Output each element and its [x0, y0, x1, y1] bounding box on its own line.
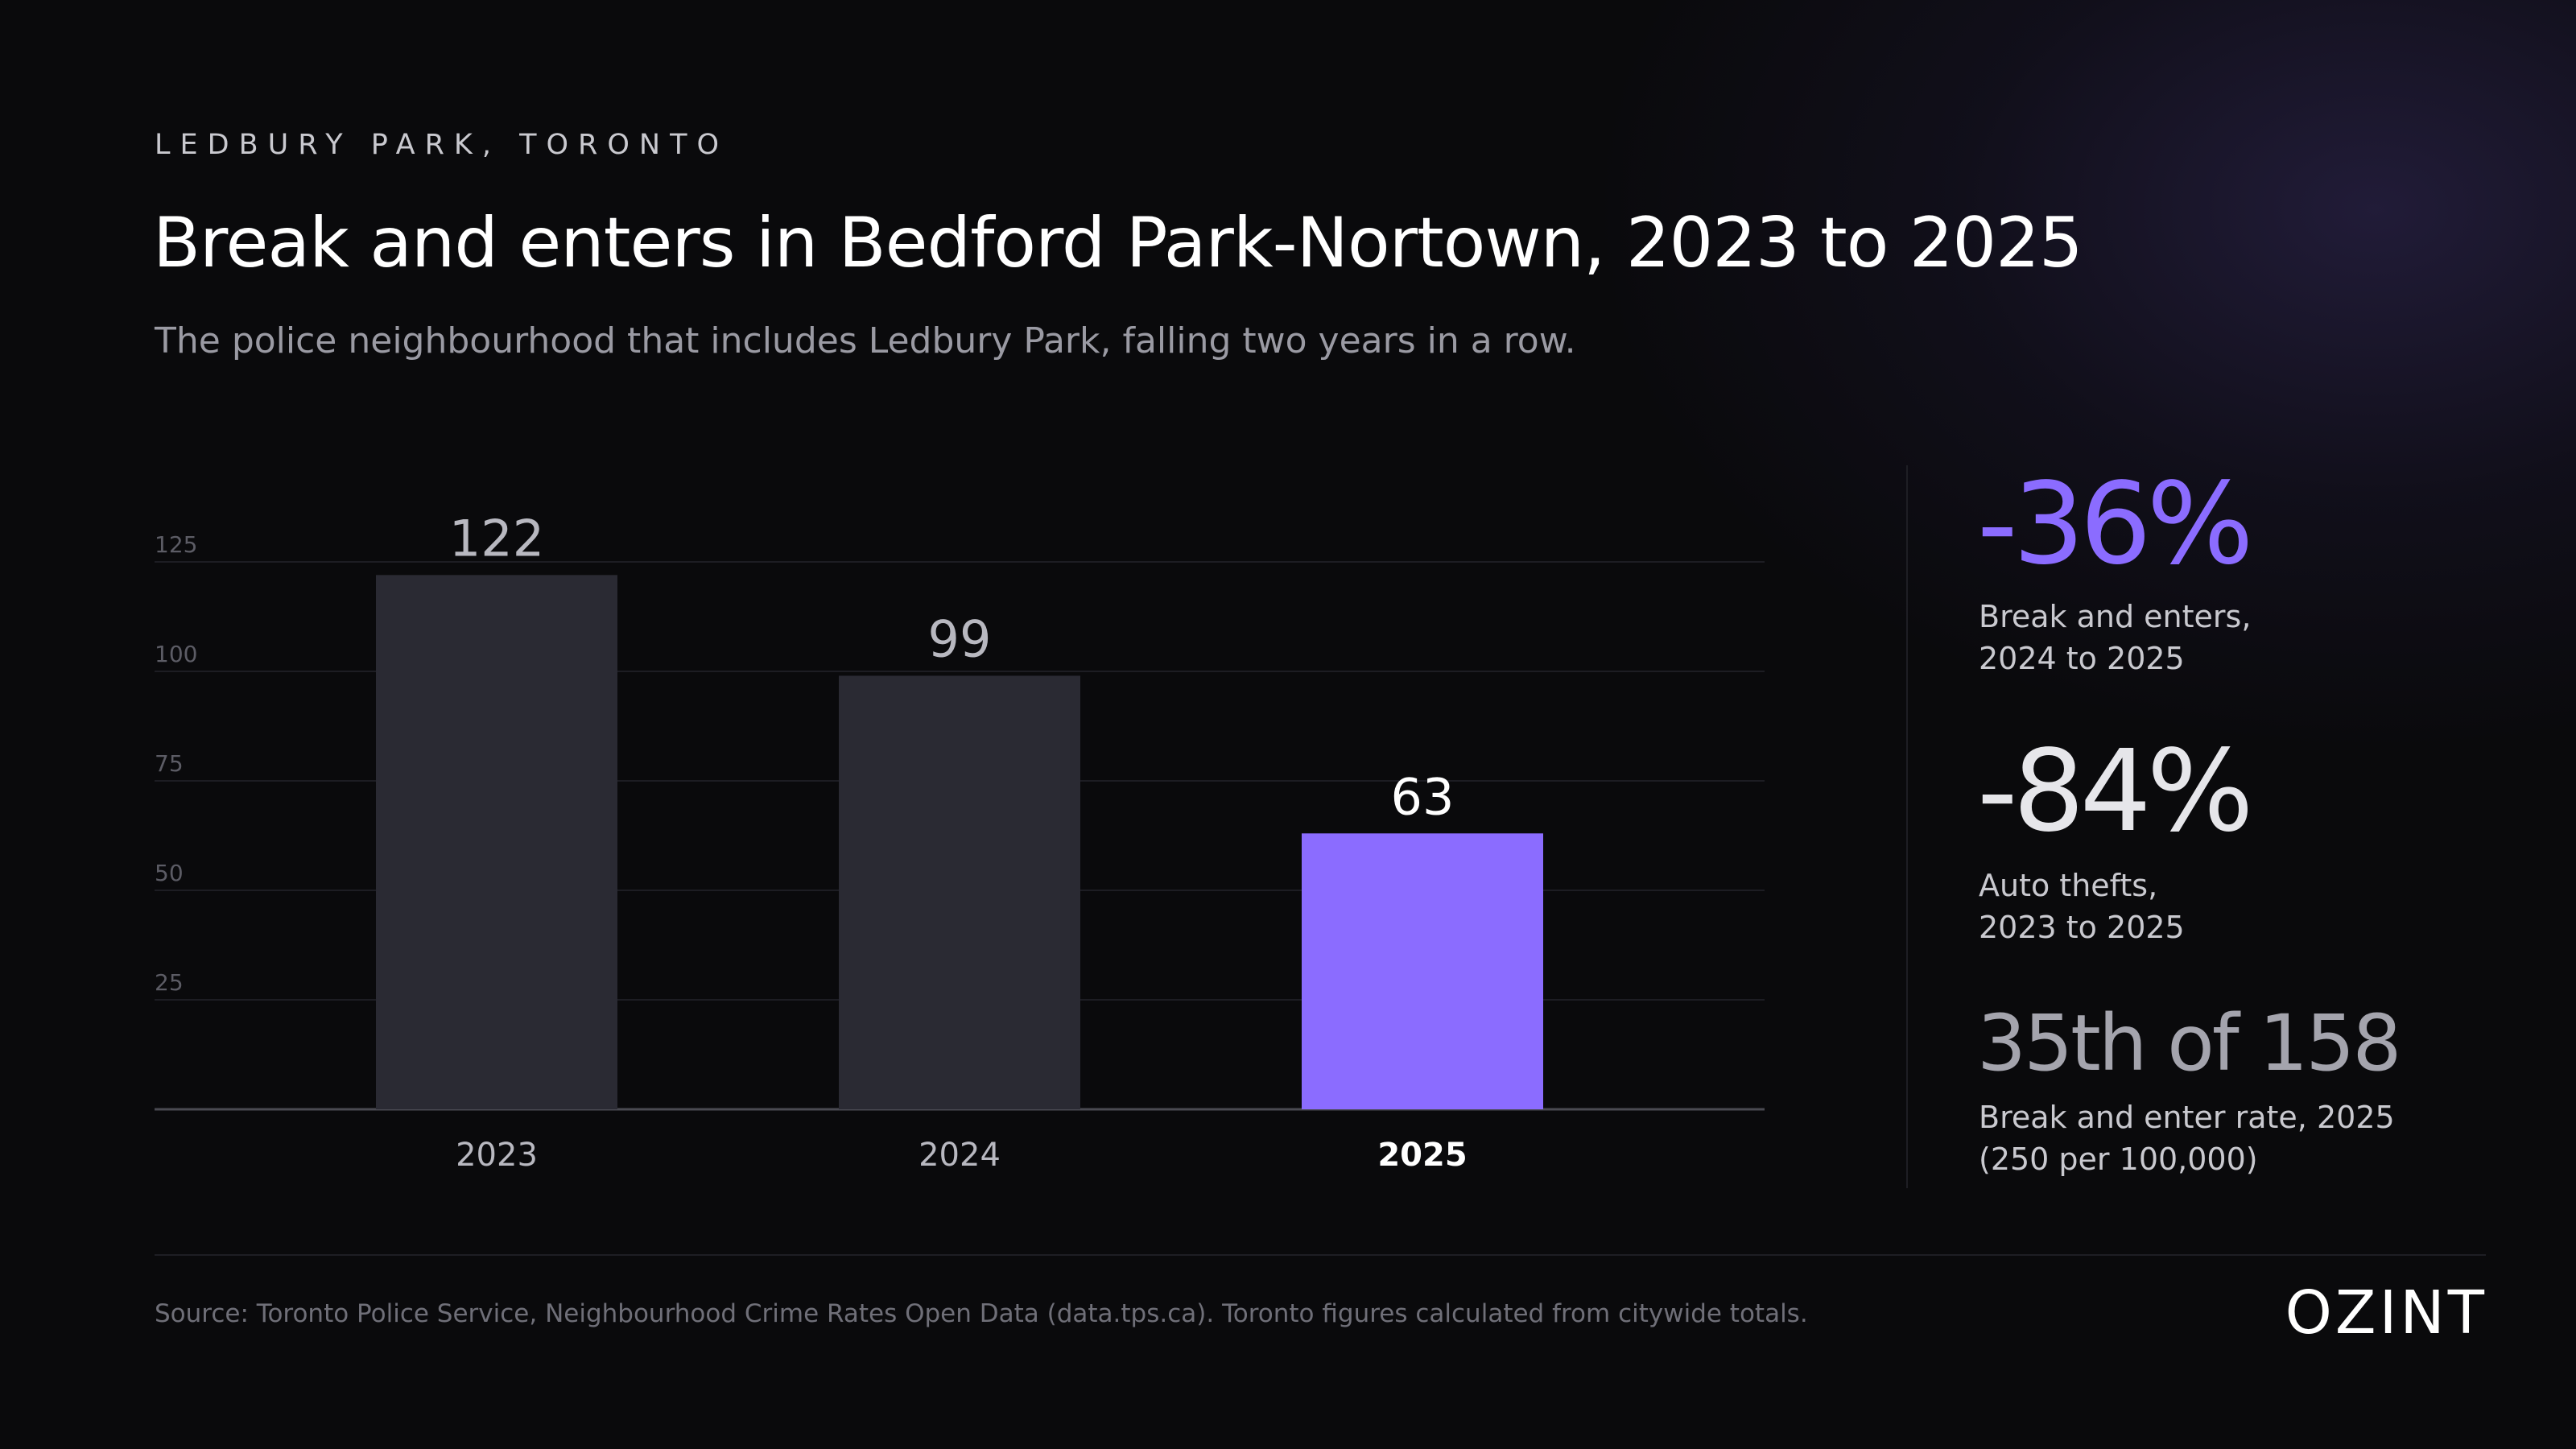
bar-2024	[839, 675, 1080, 1109]
stat-label-line: (250 per 100,000)	[1979, 1141, 2258, 1177]
x-tick-label-2025: 2025	[1377, 1137, 1467, 1174]
stat-label-line: 2023 to 2025	[1979, 910, 2185, 945]
stat-label-auto-thefts: Auto thefts, 2023 to 2025	[1979, 865, 2478, 948]
x-tick-label-2023: 2023	[456, 1137, 538, 1174]
stat-label-break-enters: Break and enters, 2024 to 2025	[1979, 596, 2478, 679]
bar-2023	[376, 575, 617, 1109]
footer-divider	[155, 1254, 2486, 1256]
vertical-divider	[1906, 465, 1908, 1188]
y-tick-label: 100	[155, 641, 197, 667]
stat-label-rank: Break and enter rate, 2025 (250 per 100,…	[1979, 1096, 2478, 1180]
source-note: Source: Toronto Police Service, Neighbou…	[155, 1299, 1808, 1328]
data-label-2023: 122	[449, 509, 544, 568]
eyebrow-location: LEDBURY PARK, TORONTO	[155, 129, 729, 161]
bar-chart: 25 50 75 100 125 122 2023 99 2024 63 2025	[155, 509, 1765, 1174]
data-label-2024: 99	[928, 609, 992, 668]
y-tick-label: 50	[155, 860, 184, 886]
stat-label-line: Break and enter rate, 2025	[1979, 1100, 2395, 1135]
bar-2025	[1302, 833, 1543, 1109]
y-tick-label: 25	[155, 969, 184, 996]
brand-logo: OZINT	[2285, 1278, 2487, 1348]
stat-label-line: 2024 to 2025	[1979, 641, 2185, 676]
page-title: Break and enters in Bedford Park-Nortown…	[153, 203, 2083, 283]
page-subtitle: The police neighbourhood that includes L…	[155, 320, 1576, 361]
stat-label-line: Auto thefts,	[1979, 868, 2158, 903]
stat-value-auto-thefts: -84%	[1977, 726, 2254, 857]
y-tick-label: 75	[155, 750, 184, 777]
stat-value-rank: 35th of 158	[1977, 998, 2401, 1088]
stat-value-break-enters: -36%	[1977, 459, 2254, 590]
data-label-2025: 63	[1391, 767, 1455, 826]
stat-label-line: Break and enters,	[1979, 599, 2252, 634]
x-tick-label-2024: 2024	[919, 1137, 1001, 1174]
y-tick-label: 125	[155, 531, 197, 558]
